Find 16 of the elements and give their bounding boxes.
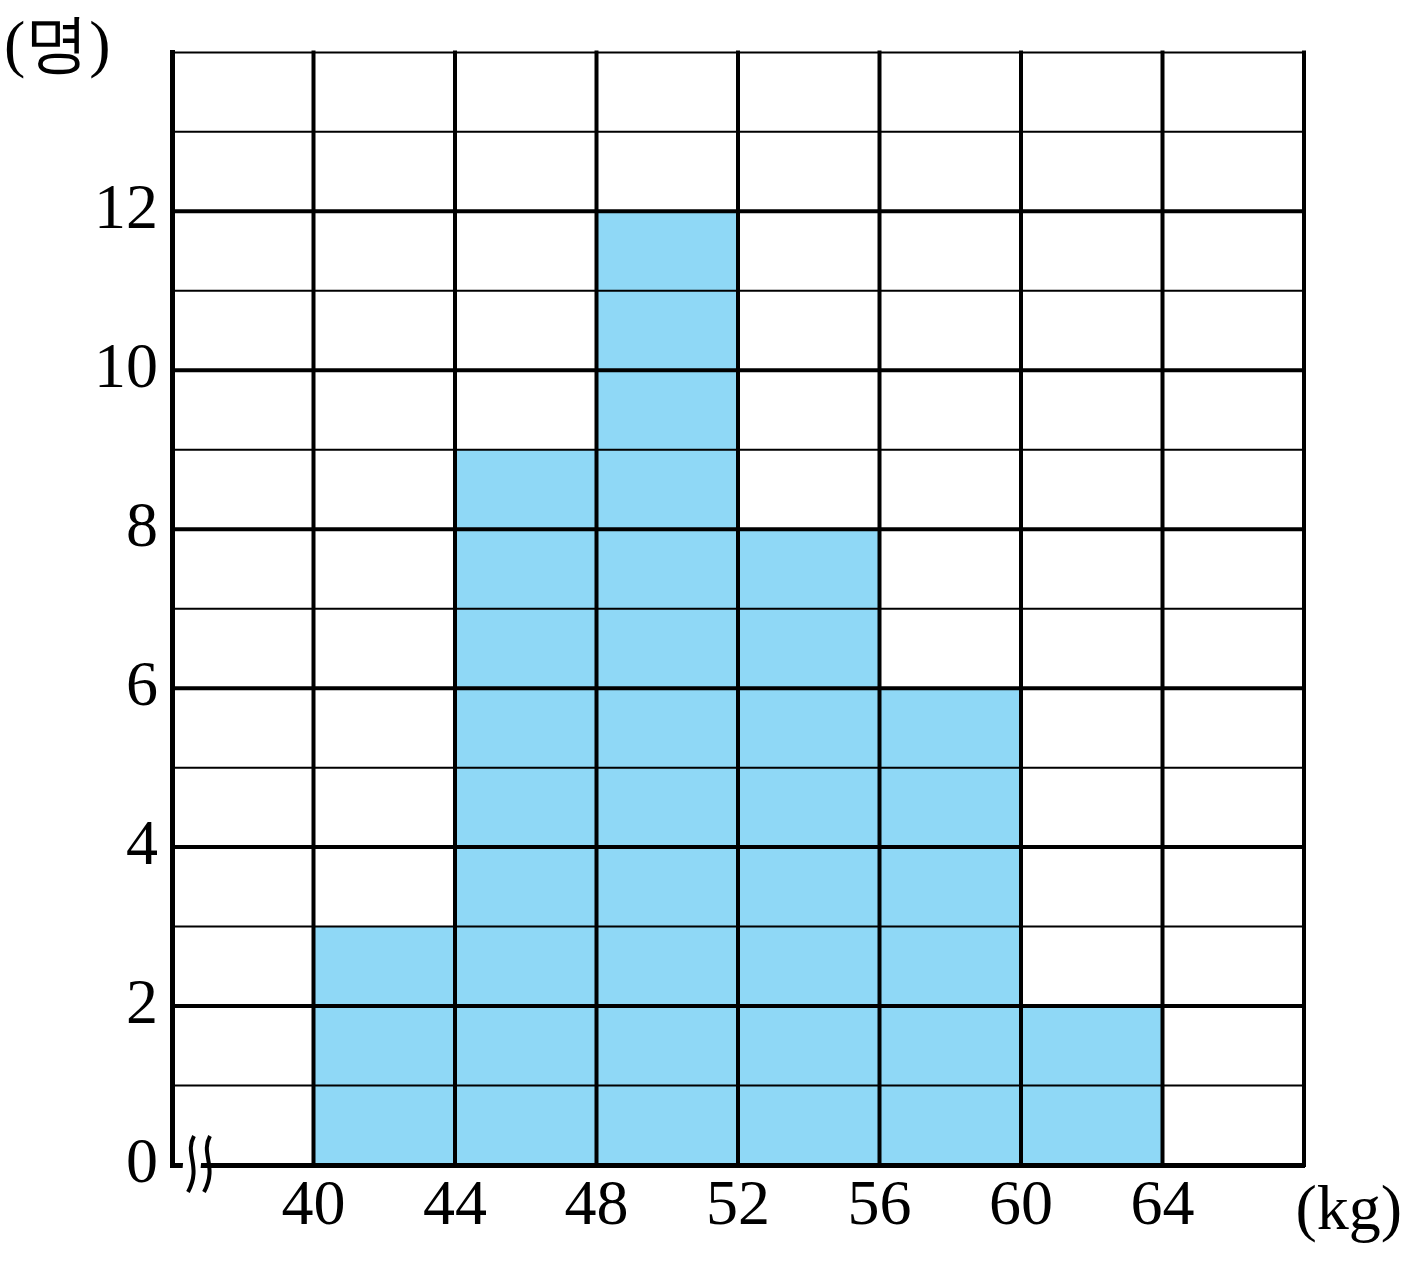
y-tick-label: 8 bbox=[126, 489, 158, 561]
x-tick-label: 60 bbox=[989, 1167, 1053, 1239]
x-axis-title: (kg) bbox=[1295, 1171, 1402, 1243]
y-tick-label: 4 bbox=[126, 806, 158, 878]
y-tick-label: 2 bbox=[126, 965, 158, 1037]
y-tick-label: 10 bbox=[94, 330, 158, 402]
y-tick-label: 6 bbox=[126, 647, 158, 719]
y-tick-label: 12 bbox=[94, 171, 158, 243]
y-tick-label: 0 bbox=[126, 1124, 158, 1196]
x-tick-label: 52 bbox=[706, 1167, 770, 1239]
x-tick-label: 48 bbox=[564, 1167, 629, 1239]
x-tick-label: 56 bbox=[847, 1167, 912, 1239]
x-tick-label: 64 bbox=[1130, 1167, 1195, 1239]
y-axis-title: (명) bbox=[4, 7, 111, 79]
x-tick-label: 44 bbox=[423, 1167, 487, 1239]
x-tick-label: 40 bbox=[281, 1167, 346, 1239]
